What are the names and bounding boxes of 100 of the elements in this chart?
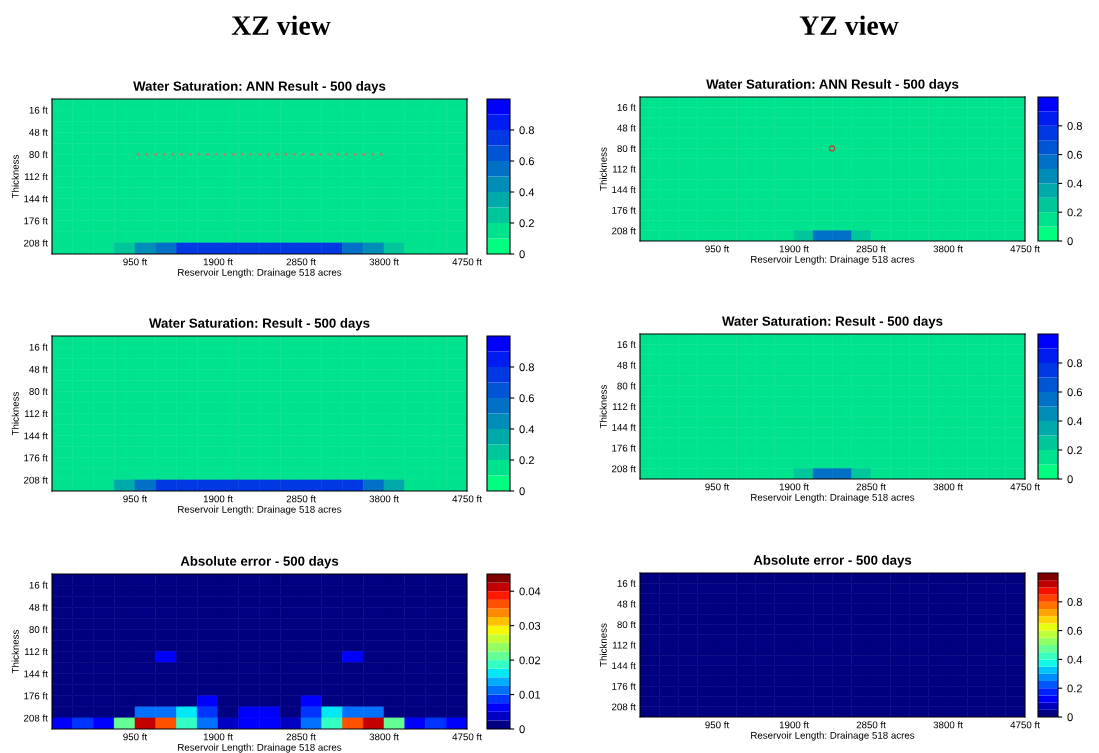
x-tick-label: 2850 ft xyxy=(856,483,886,491)
y-tick-label: 16 ft xyxy=(29,581,48,589)
color-bar-label: 0.4 xyxy=(1067,655,1083,664)
y-axis-title: Thickness xyxy=(11,391,19,436)
color-bar-label: 0.4 xyxy=(519,425,535,434)
x-tick-label: 4750 ft xyxy=(452,495,482,503)
y-tick-label: 144 ft xyxy=(612,662,636,670)
color-bar-label: 0 xyxy=(519,250,525,259)
y-tick-label: 144 ft xyxy=(24,432,48,440)
color-bar-label: 0.4 xyxy=(1067,179,1083,188)
y-axis-title: Thickness xyxy=(599,623,607,667)
y-tick-label: 176 ft xyxy=(24,217,48,225)
color-bar-label: 0.8 xyxy=(519,126,534,135)
x-axis-title: Reservoir Length: Drainage 518 acres xyxy=(178,505,342,515)
x-tick-label: 2850 ft xyxy=(856,721,886,729)
x-axis-title: Reservoir Length: Drainage 518 acres xyxy=(178,743,342,753)
x-tick-label: 3800 ft xyxy=(933,245,963,253)
y-tick-label: 80 ft xyxy=(617,382,636,390)
y-axis-title: Thickness xyxy=(599,384,607,429)
y-axis-title: Thickness xyxy=(11,154,19,199)
y-tick-label: 80 ft xyxy=(617,144,636,153)
color-bar-label: 0.6 xyxy=(519,394,534,403)
color-bar-label: 0.6 xyxy=(519,157,534,166)
y-tick-label: 144 ft xyxy=(24,670,48,678)
color-bar-label: 0.2 xyxy=(1067,684,1082,693)
y-tick-label: 16 ft xyxy=(617,579,636,587)
chart-title: Water Saturation: ANN Result - 500 days xyxy=(133,81,386,94)
chart-title: Absolute error - 500 days xyxy=(753,555,912,568)
x-tick-label: 4750 ft xyxy=(452,733,482,741)
x-tick-label: 3800 ft xyxy=(369,258,399,266)
color-bar-label: 0.2 xyxy=(519,219,534,228)
y-tick-label: 16 ft xyxy=(617,103,636,111)
y-tick-label: 48 ft xyxy=(29,603,48,611)
color-bar-label: 0.8 xyxy=(1067,122,1082,130)
x-axis-title: Reservoir Length: Drainage 518 acres xyxy=(751,493,915,503)
color-bar-label: 0 xyxy=(1067,475,1073,484)
y-tick-label: 80 ft xyxy=(617,620,636,629)
y-tick-label: 112 ft xyxy=(24,172,48,181)
x-tick-label: 2850 ft xyxy=(286,258,316,266)
y-tick-label: 80 ft xyxy=(29,150,48,158)
chart-title: Water Saturation: ANN Result - 500 days xyxy=(706,79,959,92)
x-tick-label: 950 ft xyxy=(705,721,730,729)
x-tick-label: 3800 ft xyxy=(933,483,963,491)
chart-title: Water Saturation: Result - 500 days xyxy=(149,318,370,331)
x-tick-label: 2850 ft xyxy=(286,733,316,741)
y-tick-label: 208 ft xyxy=(24,714,48,722)
color-bar-label: 0.2 xyxy=(519,456,534,465)
x-tick-label: 1900 ft xyxy=(203,258,233,266)
color-bar-label: 0.04 xyxy=(519,587,541,596)
y-tick-label: 16 ft xyxy=(617,340,636,348)
y-tick-label: 112 ft xyxy=(612,402,636,411)
x-tick-label: 3800 ft xyxy=(369,495,399,503)
x-tick-label: 1900 ft xyxy=(779,245,809,253)
x-tick-label: 1900 ft xyxy=(203,733,233,741)
y-tick-label: 80 ft xyxy=(29,625,48,633)
color-bar-label: 0.2 xyxy=(1067,208,1082,217)
y-tick-label: 176 ft xyxy=(612,444,636,452)
color-bar-label: 0.03 xyxy=(519,621,541,630)
y-tick-label: 208 ft xyxy=(612,465,636,473)
y-axis-title: Thickness xyxy=(599,147,607,191)
x-tick-label: 2850 ft xyxy=(856,245,886,253)
y-tick-label: 16 ft xyxy=(29,106,48,114)
x-tick-label: 4750 ft xyxy=(1010,245,1040,253)
x-axis-title: Reservoir Length: Drainage 518 acres xyxy=(178,268,342,278)
x-tick-label: 3800 ft xyxy=(369,733,399,741)
color-bar-label: 0.01 xyxy=(519,690,541,699)
y-tick-label: 80 ft xyxy=(29,387,48,395)
color-bar-label: 0.02 xyxy=(519,656,541,665)
y-tick-label: 208 ft xyxy=(24,239,48,247)
color-bar-label: 0.2 xyxy=(1067,446,1082,455)
color-bar-label: 0.8 xyxy=(1067,598,1082,606)
y-tick-label: 176 ft xyxy=(24,692,48,700)
x-axis-title: Reservoir Length: Drainage 518 acres xyxy=(751,255,915,265)
y-tick-label: 208 ft xyxy=(612,227,636,235)
color-bar-label: 0 xyxy=(1067,713,1073,722)
x-tick-label: 950 ft xyxy=(123,495,148,503)
y-tick-label: 112 ft xyxy=(612,641,636,649)
chart-title: Water Saturation: Result - 500 days xyxy=(722,316,943,329)
color-bar-label: 0.4 xyxy=(1067,417,1083,426)
x-tick-label: 2850 ft xyxy=(286,495,316,503)
color-bar-label: 0.6 xyxy=(1067,150,1082,159)
y-tick-label: 48 ft xyxy=(617,361,636,369)
x-axis-title: Reservoir Length: Drainage 518 acres xyxy=(751,731,915,741)
x-tick-label: 950 ft xyxy=(123,733,148,741)
y-tick-label: 16 ft xyxy=(29,343,48,351)
color-bar-label: 0.4 xyxy=(519,188,535,197)
color-bar-label: 0 xyxy=(519,725,525,734)
x-tick-label: 4750 ft xyxy=(1010,721,1040,729)
x-tick-label: 950 ft xyxy=(705,483,730,491)
color-bar-label: 0 xyxy=(519,487,525,496)
y-tick-label: 112 ft xyxy=(612,165,636,173)
y-tick-label: 144 ft xyxy=(612,423,636,431)
chart-title: Absolute error - 500 days xyxy=(180,556,339,569)
color-bar-label: 0 xyxy=(1067,237,1073,246)
color-bar-label: 0.6 xyxy=(1067,626,1082,635)
x-tick-label: 1900 ft xyxy=(779,483,809,491)
x-tick-label: 1900 ft xyxy=(203,495,233,503)
y-tick-label: 112 ft xyxy=(24,647,48,656)
x-tick-label: 4750 ft xyxy=(1010,483,1040,491)
y-tick-label: 144 ft xyxy=(24,195,48,203)
